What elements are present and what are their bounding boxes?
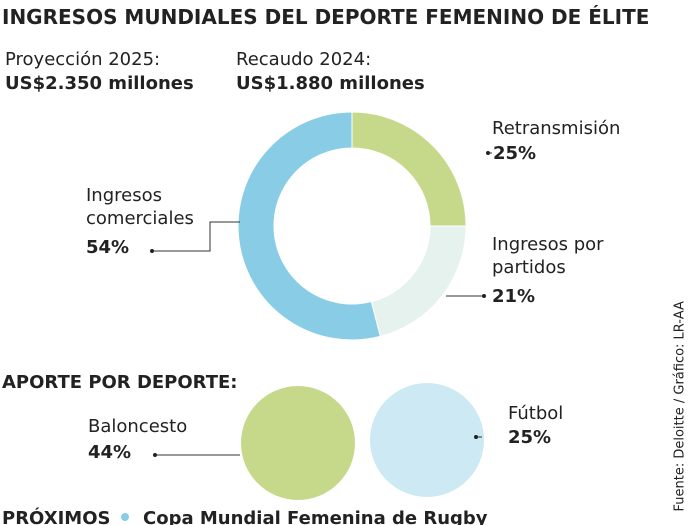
dot <box>153 453 157 457</box>
dot <box>150 249 154 253</box>
value-label: 44% <box>88 442 132 463</box>
circle-label: Baloncesto <box>88 416 188 437</box>
subtitle-label: Proyección 2025: <box>5 49 161 70</box>
source: Fuente: Deloitte / Gráfico: LR-AA <box>672 301 688 512</box>
section-title: APORTE POR DEPORTE: <box>2 372 238 393</box>
circle <box>370 383 484 497</box>
subtitle-value: US$1.880 millones <box>236 73 425 94</box>
value-label: 21% <box>492 286 536 307</box>
subtitle-value: US$2.350 millones <box>5 73 194 94</box>
slice-label: Ingresos por partidos <box>492 234 604 278</box>
slice-label: Retransmisión <box>492 118 621 139</box>
title: INGRESOS MUNDIALES DEL DEPORTE FEMENINO … <box>2 5 650 29</box>
dot <box>474 435 478 439</box>
slice <box>237 111 381 341</box>
dot <box>482 294 486 298</box>
footer-label: PRÓXIMOS <box>2 508 111 525</box>
slice <box>351 111 467 227</box>
leader-lines <box>152 152 492 456</box>
slice-label: Ingresos comerciales <box>86 185 194 229</box>
value-label: 25% <box>493 143 537 164</box>
leader-dots <box>150 151 490 457</box>
leader-line <box>152 221 240 252</box>
slice <box>370 225 467 338</box>
value-label: 25% <box>508 427 552 448</box>
circle <box>241 386 355 500</box>
value-label: 54% <box>86 237 130 258</box>
bullet <box>121 513 129 521</box>
dot <box>486 151 490 155</box>
circle-label: Fútbol <box>508 403 564 424</box>
footer-text: Copa Mundial Femenina de Rugby <box>143 508 488 525</box>
subtitle-label: Recaudo 2024: <box>236 49 372 70</box>
